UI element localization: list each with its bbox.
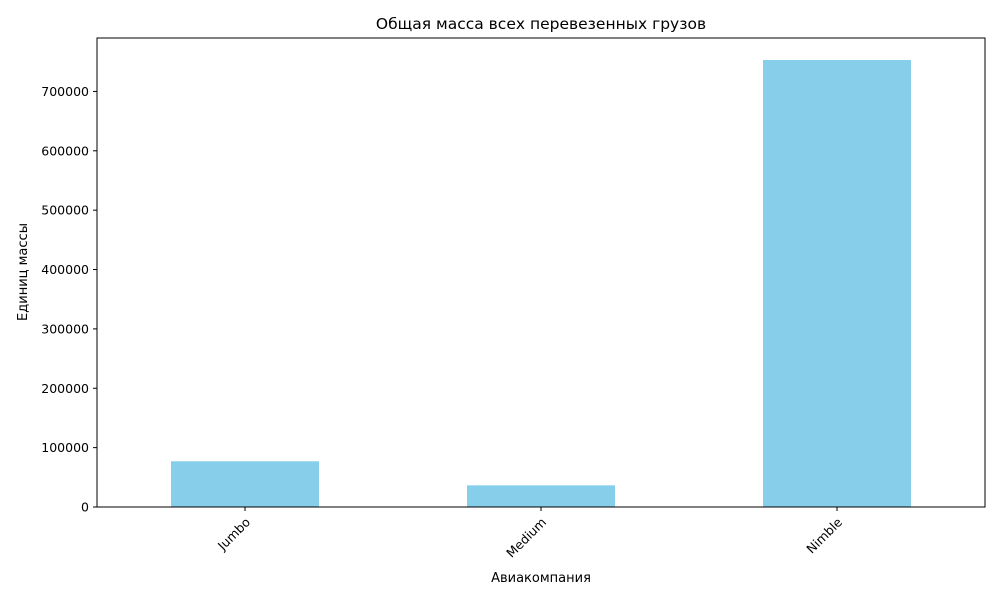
plot-frame <box>96 37 986 508</box>
bar-medium <box>467 485 615 507</box>
y-axis: 0 100000 200000 300000 400000 500000 600000 700… <box>41 84 97 515</box>
y-tick-label-200000: 200000 <box>41 381 89 396</box>
chart-title: Общая масса всех перевезенных грузов <box>376 15 706 33</box>
x-tick-label-nimble: Nimble <box>803 514 845 556</box>
y-tick-label-400000: 400000 <box>41 262 89 277</box>
y-tick-label-600000: 600000 <box>41 143 89 158</box>
y-axis-label: Единиц массы <box>16 223 31 321</box>
y-tick-label-500000: 500000 <box>41 203 89 218</box>
bar-nimble <box>763 59 911 508</box>
x-tick-label-medium: Medium <box>503 515 549 561</box>
y-tick-label-0: 0 <box>81 500 89 515</box>
bars-group <box>171 59 911 508</box>
x-tick-label-jumbo: Jumbo <box>214 515 253 554</box>
y-tick-label-100000: 100000 <box>41 440 89 455</box>
x-axis: Jumbo Medium Nimble <box>214 507 845 560</box>
y-tick-label-700000: 700000 <box>41 84 89 99</box>
bar-jumbo <box>171 461 319 507</box>
x-axis-label: Авиакомпания <box>491 571 591 586</box>
y-tick-label-300000: 300000 <box>41 321 89 336</box>
